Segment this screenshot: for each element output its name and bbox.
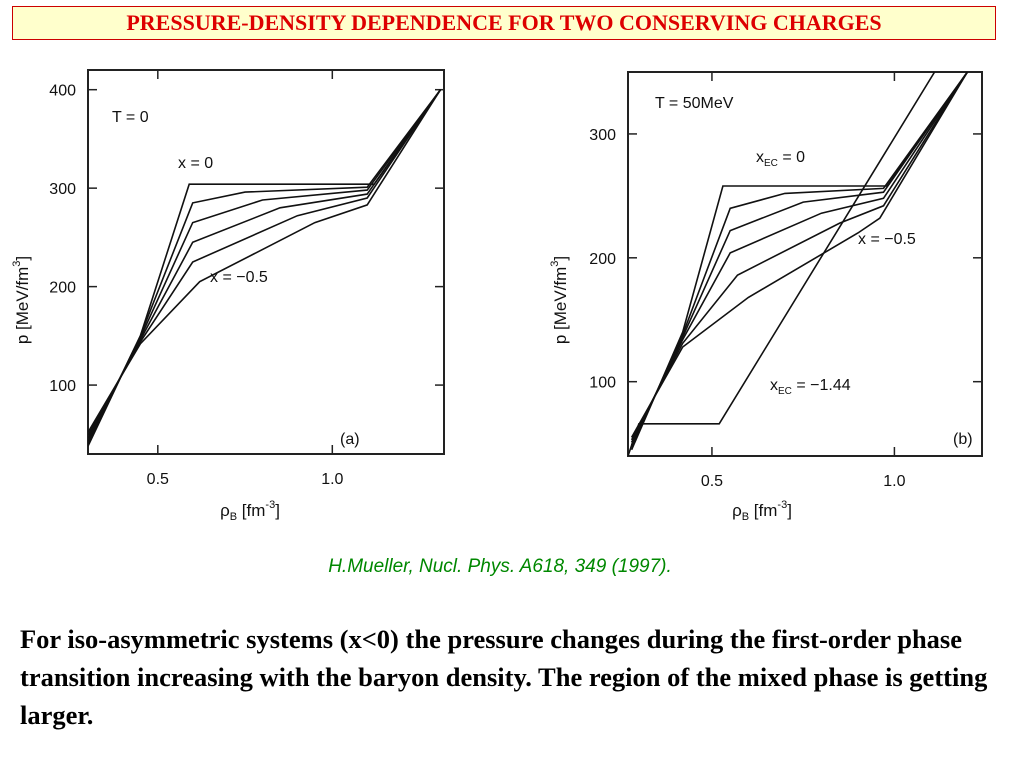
series-group bbox=[88, 89, 442, 447]
y-tick-label: 300 bbox=[589, 127, 616, 144]
plot-frame bbox=[87, 69, 445, 455]
data-line bbox=[88, 89, 442, 447]
data-line bbox=[628, 72, 936, 456]
y-tick-label: 200 bbox=[49, 280, 76, 297]
data-line bbox=[88, 89, 442, 436]
chart-panel-b: 0.5 1.0 100 200 300 T = 50MeV (b) xEC = 0 x = −0… bbox=[549, 71, 983, 523]
data-line bbox=[88, 89, 442, 439]
y-tick-label: 100 bbox=[589, 375, 616, 392]
data-line bbox=[88, 89, 442, 445]
x-tick-label: 0.5 bbox=[147, 471, 169, 488]
temperature-label: T = 50MeV bbox=[655, 95, 734, 112]
data-line bbox=[88, 89, 442, 433]
y-tick-label: 300 bbox=[49, 181, 76, 198]
data-line bbox=[630, 72, 969, 441]
temperature-label: T = 0 bbox=[112, 109, 149, 126]
plot-frame bbox=[627, 71, 983, 457]
citation: H.Mueller, Nucl. Phys. A618, 349 (1997). bbox=[328, 556, 672, 577]
series-group bbox=[628, 72, 969, 456]
annotation-label: xEC = −1.44 bbox=[770, 377, 851, 397]
chart-panel-a: 0.5 1.0 100 200 300 400 T = 0 (a) x = 0 x = −0.5 ρ… bbox=[11, 69, 445, 523]
annotation-label: xEC = 0 bbox=[756, 149, 805, 169]
body-paragraph: For iso-asymmetric systems (x<0) the pre… bbox=[20, 624, 988, 730]
y-axis-label: p [MeV/fm3] bbox=[549, 256, 570, 344]
annotation-label: x = −0.5 bbox=[210, 269, 268, 286]
y-tick-label: 100 bbox=[49, 378, 76, 395]
annotation-label: x = 0 bbox=[178, 155, 213, 172]
x-tick-label: 1.0 bbox=[321, 471, 343, 488]
data-line bbox=[88, 89, 442, 442]
x-axis-label: ρB [fm-3] bbox=[220, 499, 280, 523]
slide-title: PRESSURE-DENSITY DEPENDENCE FOR TWO CONS… bbox=[12, 6, 996, 40]
panel-label: (b) bbox=[953, 431, 973, 448]
x-axis-label: ρB [fm-3] bbox=[732, 499, 792, 523]
panel-label: (a) bbox=[340, 431, 360, 448]
x-tick-label: 0.5 bbox=[701, 473, 723, 490]
y-tick-label: 200 bbox=[589, 251, 616, 268]
y-tick-label: 400 bbox=[49, 83, 76, 100]
x-tick-label: 1.0 bbox=[883, 473, 905, 490]
annotation-label: x = −0.5 bbox=[858, 231, 916, 248]
y-axis-label: p [MeV/fm3] bbox=[11, 256, 32, 344]
data-line bbox=[630, 72, 969, 438]
data-line bbox=[630, 72, 969, 443]
